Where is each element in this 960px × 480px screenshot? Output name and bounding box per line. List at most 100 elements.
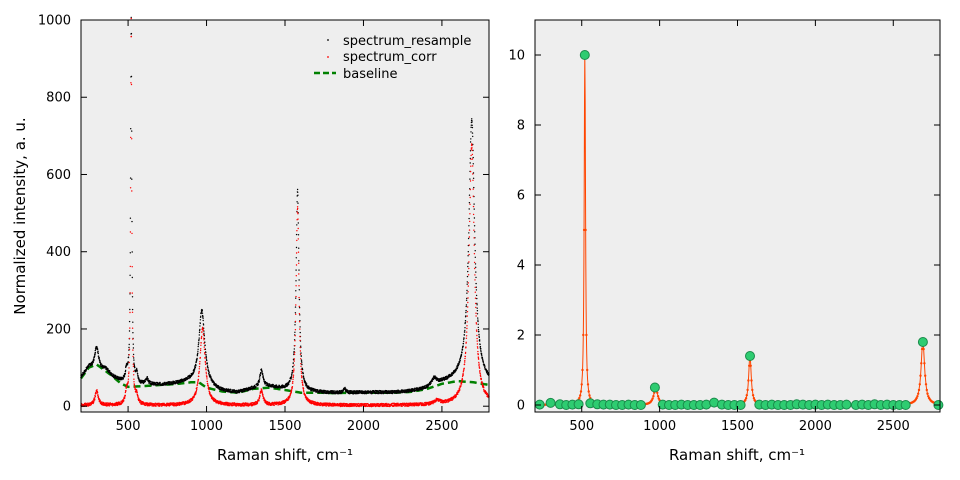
point-spectrum-corr: [132, 349, 134, 351]
point-spectrum-corr: [297, 207, 299, 210]
point-spectrum-resample: [465, 304, 468, 306]
point-spectrum-resample: [295, 246, 298, 249]
point-spectrum-resample: [466, 292, 468, 294]
point-spectrum-resample: [295, 290, 297, 292]
point-spectrum-corr: [96, 391, 99, 393]
point-spectrum-resample: [199, 322, 201, 325]
series-spectrum-resample: [80, 16, 490, 395]
point-spectrum-resample: [210, 375, 212, 378]
point-spectrum-resample: [473, 208, 475, 210]
point-spectrum-resample: [467, 251, 469, 253]
point-spectrum-resample: [480, 350, 482, 353]
point-spectrum-corr: [205, 371, 207, 373]
left-plot-background: [81, 20, 489, 412]
point-spectrum-corr: [202, 334, 205, 336]
point-spectrum-resample: [131, 276, 133, 279]
point-spectrum-resample: [196, 357, 198, 360]
point-spectrum-corr: [300, 363, 302, 365]
point-spectrum-corr: [198, 372, 200, 375]
point-spectrum-corr: [293, 358, 296, 360]
point-spectrum-resample: [173, 381, 176, 383]
point-spectrum-resample: [88, 365, 90, 367]
point-spectrum-corr: [125, 390, 127, 392]
point-spectrum-resample: [262, 376, 264, 378]
point-spectrum-resample: [205, 355, 207, 358]
point-spectrum-corr: [204, 363, 207, 366]
point-spectrum-resample: [468, 202, 471, 204]
point-spectrum-resample: [97, 355, 100, 357]
point-spectrum-corr: [94, 397, 96, 399]
point-spectrum-corr: [203, 339, 205, 341]
point-spectrum-resample: [474, 263, 477, 265]
point-spectrum-resample: [206, 365, 209, 367]
point-spectrum-corr: [357, 402, 359, 405]
point-spectrum-resample: [467, 262, 469, 264]
point-spectrum-resample: [464, 321, 466, 324]
point-spectrum-resample: [242, 390, 245, 393]
point-spectrum-resample: [188, 377, 190, 380]
point-spectrum-resample: [477, 323, 479, 325]
point-spectrum-resample: [479, 340, 481, 342]
point-spectrum-corr: [295, 295, 297, 298]
point-spectrum-resample: [306, 383, 308, 385]
point-spectrum-resample: [198, 331, 201, 334]
point-spectrum-corr: [128, 337, 131, 340]
point-spectrum-resample: [132, 332, 134, 334]
point-spectrum-corr: [199, 356, 201, 359]
point-spectrum-corr: [196, 386, 198, 389]
point-spectrum-corr: [200, 337, 203, 339]
point-spectrum-resample: [195, 363, 197, 366]
point-spectrum-corr: [298, 313, 301, 315]
point-spectrum-corr: [446, 401, 448, 403]
point-spectrum-corr: [211, 395, 213, 397]
point-spectrum-corr: [300, 358, 302, 360]
point-spectrum-resample: [269, 383, 271, 386]
point-spectrum-corr: [134, 386, 136, 389]
point-spectrum-resample: [259, 374, 262, 377]
point-spectrum-corr: [129, 311, 131, 314]
point-spectrum-resample: [101, 363, 103, 365]
point-spectrum-corr: [300, 372, 303, 374]
point-spectrum-corr: [200, 342, 202, 344]
point-spectrum-resample: [158, 384, 160, 386]
point-spectrum-corr: [198, 375, 200, 378]
point-spectrum-resample: [230, 388, 232, 391]
point-spectrum-resample: [484, 365, 486, 368]
point-spectrum-corr: [205, 373, 208, 375]
point-spectrum-corr: [99, 399, 101, 402]
point-spectrum-corr: [92, 401, 95, 404]
point-spectrum-resample: [261, 370, 263, 373]
point-spectrum-resample: [469, 162, 471, 164]
point-spectrum-corr: [128, 354, 130, 356]
point-spectrum-resample: [128, 343, 130, 346]
point-spectrum-corr: [124, 397, 126, 399]
point-spectrum-corr: [197, 381, 199, 383]
point-spectrum-corr: [295, 252, 298, 254]
point-spectrum-resample: [467, 265, 469, 268]
point-spectrum-corr: [155, 405, 157, 407]
point-spectrum-resample: [463, 337, 465, 339]
point-spectrum-resample: [292, 362, 294, 364]
point-spectrum-corr: [293, 360, 295, 362]
point-spectrum-resample: [298, 289, 300, 291]
point-spectrum-resample: [198, 337, 200, 339]
point-spectrum-resample: [262, 373, 264, 375]
point-spectrum-resample: [205, 354, 207, 356]
point-spectrum-corr: [300, 370, 302, 373]
point-spectrum-corr: [262, 395, 264, 397]
point-spectrum-resample: [164, 381, 166, 384]
point-spectrum-resample: [197, 345, 199, 348]
point-spectrum-resample: [272, 383, 274, 386]
point-spectrum-resample: [133, 362, 135, 364]
point-spectrum-resample: [128, 346, 130, 349]
point-spectrum-corr: [196, 388, 198, 390]
point-spectrum-corr: [198, 366, 201, 368]
point-spectrum-resample: [482, 361, 485, 363]
point-spectrum-resample: [199, 328, 201, 331]
point-spectrum-resample: [247, 389, 249, 392]
point-spectrum-resample: [94, 353, 96, 355]
point-spectrum-resample: [255, 386, 257, 388]
point-spectrum-corr: [96, 389, 98, 391]
point-spectrum-resample: [94, 355, 96, 357]
point-spectrum-resample: [96, 348, 99, 350]
